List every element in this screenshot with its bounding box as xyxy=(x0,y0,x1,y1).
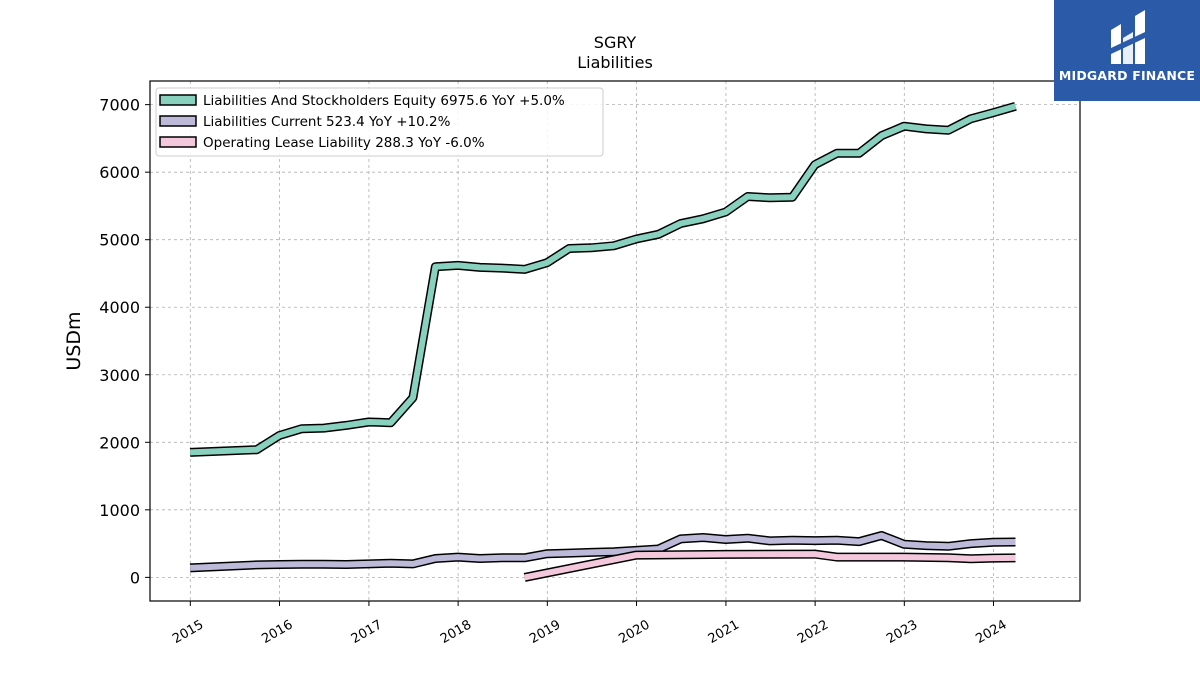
x-tick-label: 2020 xyxy=(616,617,652,647)
y-tick-label: 2000 xyxy=(99,433,140,452)
x-tick-label: 2019 xyxy=(527,617,563,647)
y-tick-label: 3000 xyxy=(99,366,140,385)
legend-label-liabilities-and-stockholders-equity: Liabilities And Stockholders Equity 6975… xyxy=(203,93,565,109)
x-tick-label: 2016 xyxy=(259,617,295,647)
y-tick-label: 6000 xyxy=(99,163,140,182)
legend: Liabilities And Stockholders Equity 6975… xyxy=(155,87,604,157)
chart-title: SGRY xyxy=(594,33,637,52)
legend-swatch-liabilities-current xyxy=(159,115,197,127)
legend-swatch-operating-lease-liability xyxy=(159,136,197,148)
plot-frame xyxy=(149,80,1081,602)
x-tick-label: 2022 xyxy=(795,617,831,647)
series-outline-liabilities-and-stockholders-equity xyxy=(189,101,1017,457)
logo: MIDGARD FINANCE xyxy=(1054,0,1200,101)
y-axis-label: USDm xyxy=(63,311,85,370)
logo-mark-icon xyxy=(1111,10,1145,64)
grid xyxy=(150,81,1080,601)
y-axis: 0 1000 2000 3000 4000 5000 6000 7000 xyxy=(99,96,150,587)
legend-swatch-liabilities-and-stockholders-equity xyxy=(159,94,197,106)
x-tick-label: 2015 xyxy=(170,617,206,647)
y-tick-label: 4000 xyxy=(99,298,140,317)
y-tick-label: 5000 xyxy=(99,231,140,250)
series-line-operating-lease-liability xyxy=(524,551,1016,581)
chart-subtitle: Liabilities xyxy=(577,53,653,72)
legend-label-operating-lease-liability: Operating Lease Liability 288.3 YoY -6.0… xyxy=(203,135,485,151)
legend-label-liabilities-current: Liabilities Current 523.4 YoY +10.2% xyxy=(203,114,451,130)
y-tick-label: 7000 xyxy=(99,96,140,115)
y-tick-label: 1000 xyxy=(99,501,140,520)
logo-text: MIDGARD FINANCE xyxy=(1058,68,1196,83)
x-tick-label: 2021 xyxy=(706,617,742,647)
y-tick-label: 0 xyxy=(130,568,140,587)
x-tick-label: 2017 xyxy=(349,617,385,647)
x-tick-label: 2023 xyxy=(884,617,920,647)
series-line-liabilities-and-stockholders-equity xyxy=(189,103,1017,456)
legend-box xyxy=(155,87,604,157)
x-tick-label: 2018 xyxy=(438,617,474,647)
x-tick-label: 2024 xyxy=(973,617,1009,647)
series-layer xyxy=(189,101,1017,582)
x-axis: 2015 2016 2017 2018 2019 2020 2021 2022 2023 2024 xyxy=(170,601,1009,647)
series-line-liabilities-current xyxy=(189,532,1016,571)
